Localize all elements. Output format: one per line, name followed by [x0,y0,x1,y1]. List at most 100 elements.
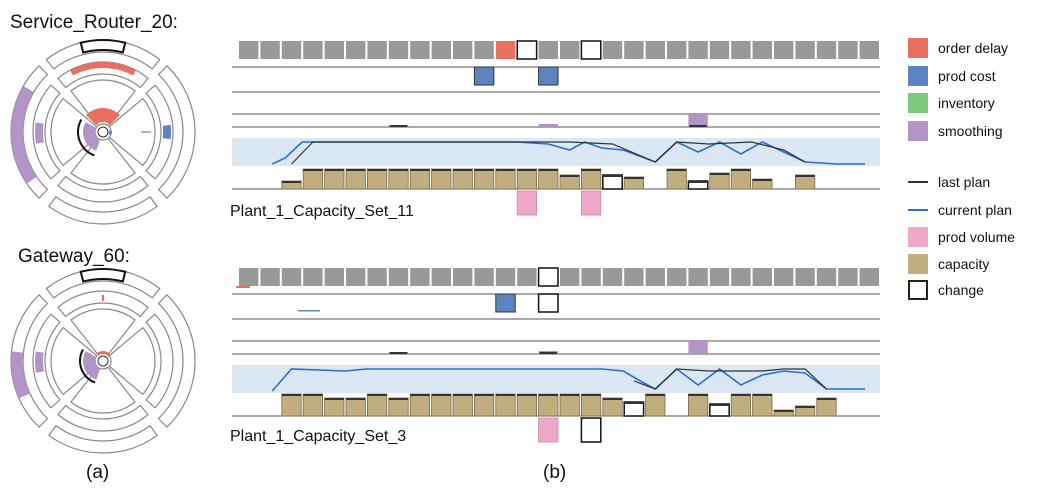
set11-capacity-bar [538,168,559,190]
router-inner-sector [70,79,136,127]
set11-capacity-bar [324,168,345,190]
set11-prod-cost-mark [538,66,559,86]
gateway-middle-segment [32,313,61,409]
set3-capacity-top [431,394,451,396]
set11-period-cell [859,41,879,59]
set11-capacity-top [367,169,387,171]
router-middle-segment [57,175,149,203]
set3-prod-cost-tick [298,310,320,312]
gateway-middle-segment [57,290,149,318]
gateway-smoothing-outer-arc [10,351,30,399]
set11-prod-volume-mark [581,190,602,216]
set3-smoothing-mark [688,340,708,354]
set11-capacity-bar [602,174,623,190]
set11-capacity-top [517,169,537,171]
set11-capacity-bar [516,168,538,190]
gateway-middle-segment [145,313,174,409]
set3-period-cell [239,268,259,286]
set11-last-plan-line [291,141,806,165]
set11-capacity-top [602,175,623,177]
set3-capacity-bar [516,393,538,417]
panel-b-label: (b) [543,462,567,483]
gateway-inner-smoothing-arc [83,351,101,380]
set11-capacity-top [538,169,558,171]
set3-capacity-bar [752,393,773,417]
set11-capacity-bar [431,168,452,190]
set11-period-cell [731,41,751,59]
set11-timeline [232,40,880,216]
set11-period-cell [239,41,259,59]
set3-period-cell [560,268,580,286]
set3-capacity-bar [431,393,452,417]
set11-period-cell [752,41,772,59]
gateway-middle-segment [57,404,149,432]
set11-capacity-top [560,175,580,177]
set11-capacity-bar [495,168,516,190]
router-inner-black-arc [76,119,95,157]
set3-cost-change-mark [537,293,559,313]
set3-period-cell [517,268,537,286]
current-plan-line [908,209,928,211]
set11-smoothing-mark [538,124,558,127]
set11-period-cell [453,41,473,59]
gateway-order-delay-tick [101,295,105,302]
set11-capacity-top [324,169,344,171]
set3-capacity-top [816,398,837,400]
set11-capacity-bar [473,168,495,190]
set3-period-cell [260,268,280,286]
set3-capacity-top [709,404,730,406]
set11-capacity-top [431,169,451,171]
set3-capacity-top [517,394,537,396]
set3-period-cell [367,268,387,286]
set11-period-cell [688,41,708,59]
set3-period-cell [624,268,644,286]
set11-capacity-bar [581,168,602,190]
legend-smoothing: smoothing [908,121,1003,141]
set3-capacity-top [581,394,601,396]
prod-cost-swatch [908,66,928,86]
gateway-inner-sector [108,326,156,396]
set3-capacity-top [731,394,751,396]
set11-capacity-top [495,169,516,171]
set11-period-cell [367,41,387,59]
set-11-label: Plant_1_Capacity_Set_11 [230,203,414,220]
set11-capacity-top [709,173,730,175]
set11-period-cell [410,41,430,59]
set11-period-cell [260,41,280,59]
set3-period-cell [731,268,751,286]
set11-capacity-bar [730,168,752,190]
gateway-inner-delay-arc [96,350,111,357]
router-smoothing-outer-arc [11,86,37,184]
router-outer-segment [48,195,158,225]
legend-prod-cost: prod cost [908,66,996,86]
set11-period-cell [388,41,409,59]
set11-capacity-bar [388,168,409,190]
set3-capacity-bar [602,397,623,417]
gateway-smoothing-mid-arc [35,351,44,373]
router-selected-outer-cell [79,39,127,54]
set3-capacity-top [410,394,430,396]
set11-period-cell [774,41,794,59]
set3-period-cell [795,268,815,286]
set11-capacity-top [667,169,687,171]
set3-period-cell [859,268,879,286]
set11-capacity-bar [409,168,431,190]
set11-capacity-bar [302,168,324,190]
set3-capacity-top [474,394,494,396]
set11-capacity-bar [452,168,473,190]
inventory-swatch [908,93,928,113]
set3-capacity-bar [730,393,752,417]
set3-timeline [232,267,880,443]
set3-capacity-top [388,398,409,400]
set3-period-cell [495,268,516,286]
set11-period-cell [431,41,451,59]
router-title: Service_Router_20: [10,12,178,33]
router-smoothing-mid-arc [35,122,44,144]
set3-capacity-bar [581,393,602,417]
set3-capacity-top [560,394,580,396]
set11-period-cell [602,41,623,59]
set11-prod-cost-mark [473,66,495,86]
set3-capacity-bar [495,393,516,417]
set11-capacity-bar [666,168,687,190]
